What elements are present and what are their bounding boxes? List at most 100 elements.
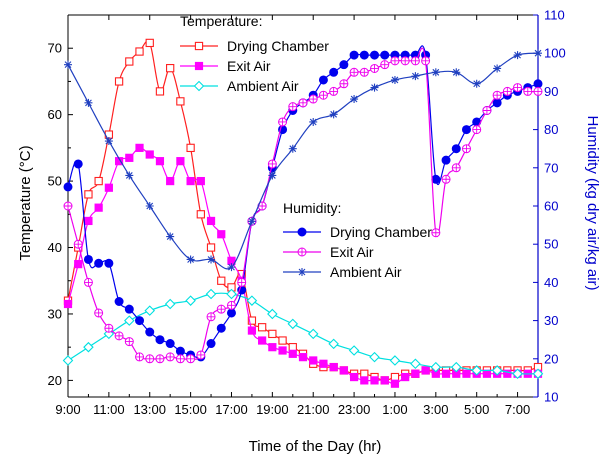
data-point bbox=[390, 75, 399, 84]
data-point bbox=[145, 150, 154, 159]
data-point bbox=[298, 98, 308, 108]
data-point bbox=[268, 171, 277, 180]
data-point bbox=[502, 86, 512, 96]
y-tick-label: 20 bbox=[48, 373, 62, 388]
data-point bbox=[216, 304, 226, 314]
marker-cross bbox=[380, 60, 389, 69]
data-point bbox=[73, 239, 83, 249]
marker-cross bbox=[125, 337, 134, 346]
data-point bbox=[94, 308, 104, 318]
data-point bbox=[176, 97, 185, 106]
data-point bbox=[401, 372, 410, 382]
data-point bbox=[534, 49, 542, 58]
y-right-tick-label: 100 bbox=[544, 46, 566, 61]
marker-star bbox=[268, 171, 277, 180]
data-point bbox=[308, 94, 318, 104]
data-point bbox=[491, 365, 503, 376]
marker-cross bbox=[186, 354, 195, 363]
marker-cross bbox=[84, 278, 93, 287]
data-point bbox=[166, 176, 175, 186]
data-point bbox=[62, 355, 74, 366]
data-point bbox=[370, 63, 380, 73]
data-point bbox=[390, 372, 400, 382]
marker-cross bbox=[503, 87, 512, 96]
marker-star bbox=[370, 83, 379, 92]
marker-cross bbox=[94, 308, 103, 317]
data-point bbox=[287, 318, 299, 330]
y-axis-temperature: 20 30 40 50 60 70 bbox=[48, 41, 73, 388]
legend-title-temperature: Temperature: bbox=[180, 13, 262, 29]
marker-star bbox=[390, 75, 399, 84]
data-point bbox=[307, 328, 319, 340]
data-point bbox=[462, 369, 471, 378]
data-point bbox=[166, 63, 175, 73]
data-point bbox=[319, 359, 328, 368]
data-point bbox=[441, 369, 451, 378]
marker-cross bbox=[207, 312, 216, 321]
data-point bbox=[298, 353, 308, 362]
data-point bbox=[370, 50, 380, 60]
marker-star bbox=[125, 171, 134, 180]
data-point bbox=[339, 79, 349, 89]
data-point bbox=[186, 255, 195, 264]
data-point bbox=[461, 144, 471, 154]
data-point bbox=[472, 79, 481, 88]
marker-star bbox=[431, 68, 440, 77]
x-tick-label: 11:00 bbox=[93, 402, 125, 417]
data-point bbox=[205, 288, 217, 300]
data-point bbox=[380, 60, 390, 70]
marker-cross bbox=[145, 354, 154, 363]
marker-star bbox=[329, 110, 338, 119]
legend-swatch-marker bbox=[298, 268, 306, 276]
data-point bbox=[186, 143, 195, 153]
legend-label: Ambient Air bbox=[227, 78, 299, 94]
data-point bbox=[493, 64, 502, 73]
data-point bbox=[226, 308, 236, 318]
x-axis-title: Time of the Day (hr) bbox=[249, 438, 382, 455]
data-point bbox=[268, 343, 277, 352]
marker-star bbox=[534, 49, 542, 58]
data-point bbox=[350, 95, 359, 104]
data-point bbox=[431, 174, 441, 184]
data-point bbox=[84, 98, 93, 107]
data-point bbox=[349, 67, 359, 77]
y-right-tick-label: 90 bbox=[544, 84, 558, 99]
data-point bbox=[164, 298, 176, 310]
y-tick-label: 60 bbox=[48, 107, 62, 122]
series-line bbox=[67, 292, 539, 375]
data-point bbox=[217, 230, 226, 239]
data-point bbox=[145, 354, 155, 364]
marker-cross bbox=[482, 106, 491, 115]
data-point bbox=[196, 176, 205, 186]
x-tick-label: 13:00 bbox=[133, 402, 166, 417]
data-point bbox=[63, 182, 73, 192]
data-point bbox=[206, 216, 216, 226]
legend-title-humidity: Humidity: bbox=[283, 200, 341, 216]
data-point bbox=[175, 346, 185, 356]
data-point bbox=[64, 60, 72, 69]
marker-cross bbox=[135, 352, 144, 361]
data-point bbox=[288, 144, 297, 153]
marker-cross bbox=[350, 68, 359, 77]
data-point bbox=[94, 176, 103, 186]
marker-cross bbox=[493, 91, 502, 100]
data-point bbox=[482, 106, 492, 115]
marker-cross bbox=[115, 331, 124, 340]
data-point bbox=[278, 117, 288, 127]
legend-swatch-marker bbox=[194, 61, 204, 71]
data-point bbox=[185, 295, 196, 306]
marker-cross bbox=[472, 125, 481, 134]
x-tick-label: 15:00 bbox=[174, 402, 207, 417]
legend: Temperature: Humidity: Drying Chamber Exi… bbox=[180, 13, 432, 280]
data-point bbox=[441, 155, 451, 165]
data-point bbox=[309, 356, 318, 365]
data-point bbox=[349, 372, 359, 382]
data-point bbox=[389, 355, 401, 366]
marker-cross bbox=[442, 175, 451, 184]
data-point bbox=[207, 255, 216, 264]
y-axis-humidity: 10 20 30 40 50 60 70 80 90 100 110 bbox=[533, 8, 566, 405]
data-point bbox=[176, 157, 185, 166]
data-point bbox=[309, 117, 318, 126]
data-point bbox=[278, 346, 287, 355]
